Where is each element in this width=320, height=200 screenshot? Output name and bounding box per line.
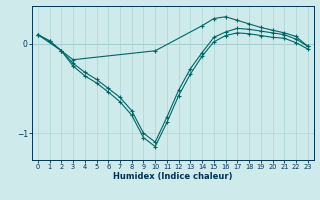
X-axis label: Humidex (Indice chaleur): Humidex (Indice chaleur) (113, 172, 233, 181)
